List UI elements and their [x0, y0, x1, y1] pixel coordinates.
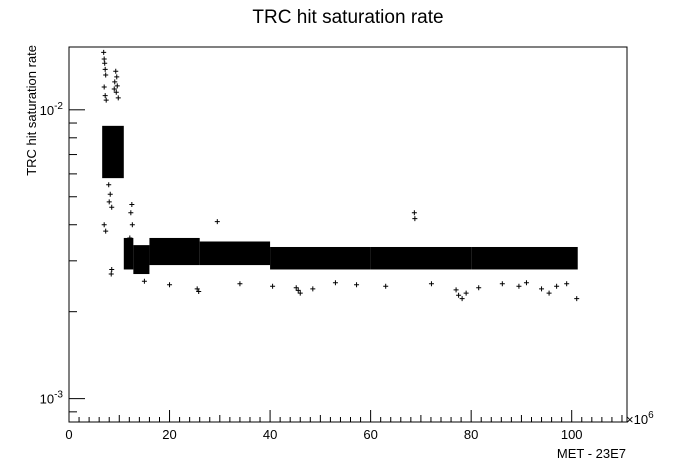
y-tick-label-1: 10-3 — [40, 390, 64, 407]
plot-frame — [68, 46, 628, 423]
data-point-54 — [546, 290, 552, 296]
y-tick-label-exp-1: -3 — [54, 390, 63, 401]
data-point-11 — [114, 83, 120, 89]
data-point-22 — [112, 161, 118, 167]
x-multiplier-exponent: 6 — [648, 410, 654, 421]
data-point-57 — [564, 281, 570, 287]
data-point-32 — [141, 278, 147, 284]
x-tick-label-1: 20 — [162, 427, 176, 442]
data-point-42 — [332, 280, 338, 286]
chart-title: TRC hit saturation rate — [252, 7, 443, 28]
data-point-46 — [453, 287, 459, 293]
data-point-48 — [459, 296, 465, 302]
data-point-25 — [129, 222, 135, 228]
data-point-6 — [102, 93, 108, 99]
data-point-40 — [297, 290, 303, 296]
data-point-35 — [196, 288, 202, 294]
data-point-33 — [167, 282, 173, 288]
data-point-1 — [101, 56, 107, 62]
x-tick-label-2: 40 — [263, 427, 277, 442]
data-point-58 — [523, 280, 529, 286]
data-density-bands — [102, 125, 578, 275]
data-point-3 — [102, 66, 108, 72]
data-point-26 — [127, 235, 133, 241]
data-point-7 — [103, 97, 109, 103]
data-point-31 — [412, 216, 418, 222]
x-multiplier-label: ×106 — [626, 410, 654, 427]
y-tick-label-base-1: 10 — [40, 392, 54, 407]
x-multiplier-base: ×10 — [626, 412, 648, 427]
x-tick-label-3: 60 — [363, 427, 377, 442]
x-tick-label-0: 0 — [65, 427, 72, 442]
data-band-2 — [133, 245, 150, 275]
x-tick-label-5: 100 — [561, 427, 583, 442]
data-point-10 — [112, 79, 118, 85]
data-point-9 — [114, 74, 120, 80]
data-point-28 — [108, 271, 114, 277]
data-point-38 — [293, 285, 299, 291]
data-point-13 — [113, 89, 119, 95]
data-point-30 — [411, 210, 417, 216]
data-point-55 — [554, 283, 560, 289]
data-band-3 — [149, 237, 200, 266]
data-point-37 — [270, 283, 276, 289]
data-point-8 — [113, 68, 119, 74]
data-point-39 — [295, 287, 301, 293]
data-point-23 — [129, 202, 135, 208]
data-point-2 — [102, 60, 108, 66]
data-band-4 — [199, 241, 271, 266]
data-point-5 — [101, 84, 107, 90]
data-point-12 — [111, 86, 117, 92]
data-point-14 — [115, 95, 121, 101]
data-point-52 — [516, 283, 522, 289]
data-point-49 — [463, 290, 469, 296]
data-band-0 — [102, 125, 124, 179]
data-point-20 — [106, 182, 112, 188]
data-point-29 — [214, 219, 220, 225]
data-point-43 — [354, 282, 360, 288]
data-point-27 — [109, 266, 115, 272]
data-point-16 — [103, 228, 109, 234]
y-tick-label-exp-0: -2 — [54, 101, 63, 112]
data-point-24 — [128, 210, 134, 216]
data-point-21 — [110, 171, 116, 177]
x-axis-ticks: 0 20 40 60 80 100 — [65, 410, 623, 442]
data-point-18 — [109, 204, 115, 210]
y-axis-label: TRC hit saturation rate — [24, 45, 39, 176]
x-axis-label: MET - 23E7 — [557, 446, 626, 461]
data-point-0 — [101, 49, 107, 55]
data-band-6 — [370, 246, 472, 270]
data-point-47 — [456, 292, 462, 298]
data-point-41 — [310, 286, 316, 292]
data-band-5 — [270, 246, 371, 270]
data-point-56 — [574, 296, 580, 302]
data-band-7 — [471, 246, 578, 270]
data-point-44 — [383, 283, 389, 289]
data-point-53 — [539, 286, 545, 292]
data-band-1 — [123, 237, 134, 270]
y-tick-label-0: 10-2 — [40, 101, 64, 118]
data-points — [101, 49, 580, 302]
data-point-34 — [194, 286, 200, 292]
y-tick-label-base-0: 10 — [40, 103, 54, 118]
data-point-45 — [428, 281, 434, 287]
data-point-50 — [476, 285, 482, 291]
data-point-51 — [499, 281, 505, 287]
x-tick-label-4: 80 — [464, 427, 478, 442]
y-axis-ticks: 10-210-3 — [40, 101, 85, 413]
data-point-36 — [237, 281, 243, 287]
data-point-17 — [106, 199, 112, 205]
data-point-4 — [103, 72, 109, 78]
data-point-19 — [107, 191, 113, 197]
data-point-15 — [101, 222, 107, 228]
